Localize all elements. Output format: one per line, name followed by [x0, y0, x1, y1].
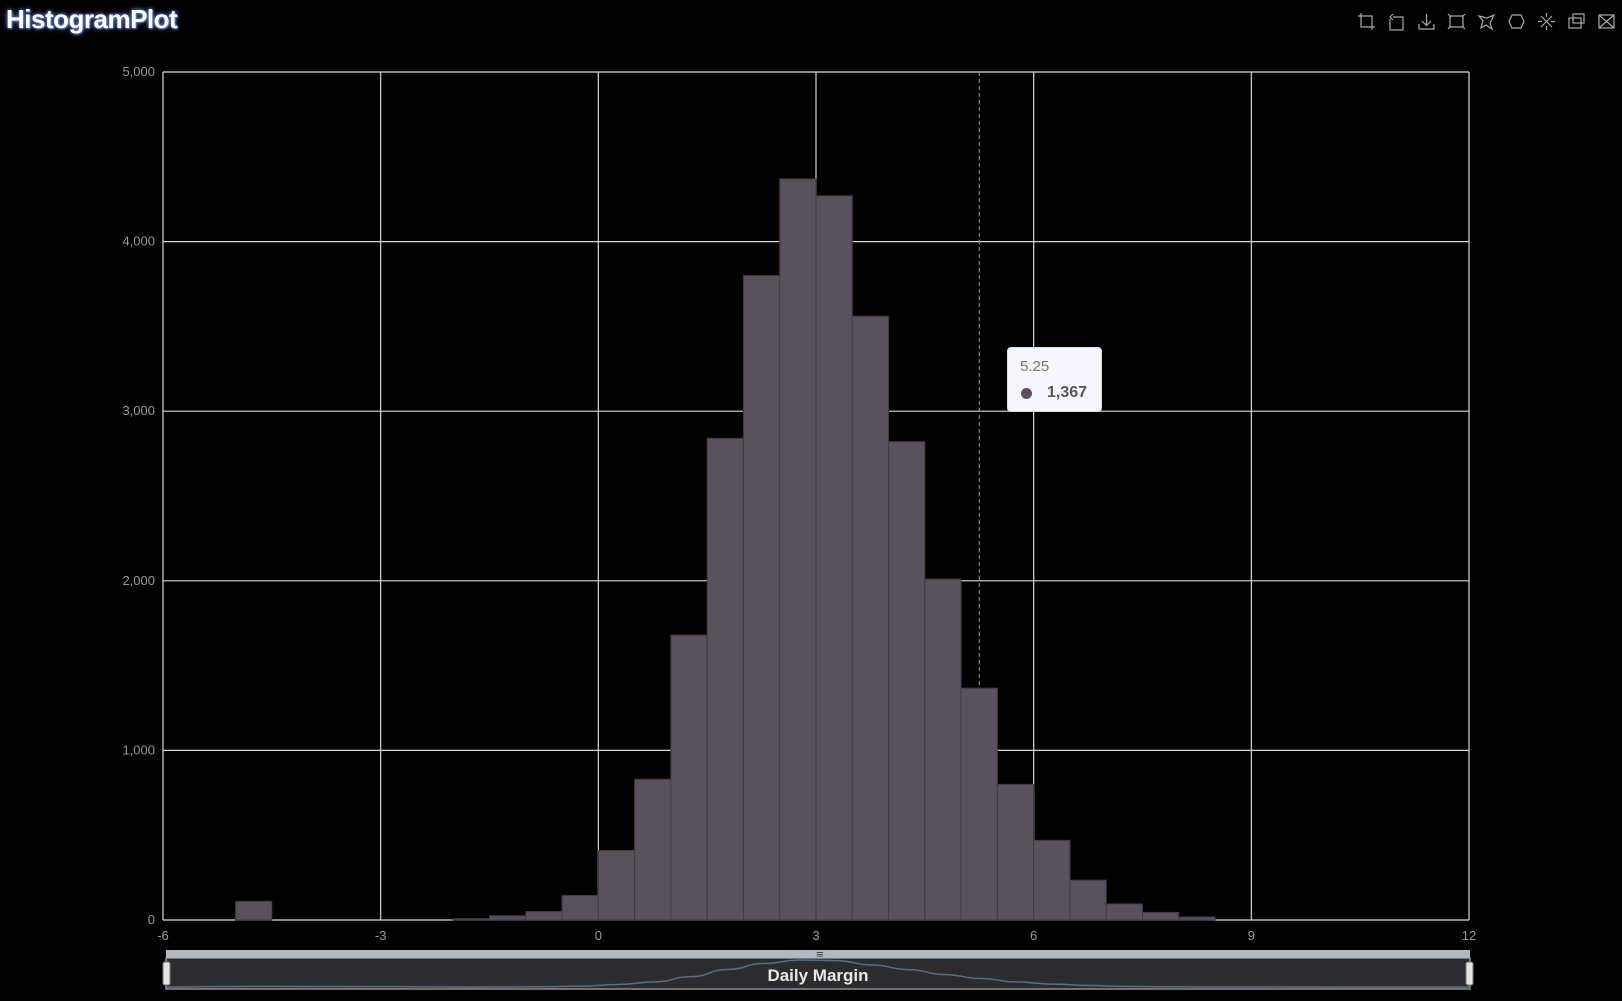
- x-tick-label: 0: [595, 928, 602, 943]
- histogram-bar[interactable]: [888, 441, 926, 921]
- x-axis-ticks: -6 -3 0 3 6 9 12: [157, 928, 1476, 943]
- zoom-back-icon[interactable]: [1387, 12, 1406, 31]
- polygon-select-icon[interactable]: [1477, 12, 1496, 31]
- y-axis-ticks: 0 1,000 2,000 3,000 4,000 5,000: [122, 64, 155, 927]
- histogram-bar[interactable]: [634, 778, 672, 921]
- keep-select-icon[interactable]: [1537, 12, 1556, 31]
- histogram-bar[interactable]: [561, 894, 599, 921]
- rect-select-icon[interactable]: [1447, 12, 1466, 31]
- histogram-bar[interactable]: [1142, 911, 1180, 921]
- histogram-bar[interactable]: [235, 900, 273, 921]
- y-tick-label: 0: [148, 912, 155, 927]
- histogram-bar[interactable]: [742, 275, 781, 921]
- x-tick-label: -6: [157, 928, 169, 943]
- y-tick-label: 4,000: [122, 234, 155, 249]
- histogram-bar[interactable]: [489, 915, 527, 921]
- x-tick-label: 6: [1030, 928, 1037, 943]
- y-tick-label: 1,000: [122, 742, 155, 757]
- histogram-bar[interactable]: [706, 437, 744, 921]
- datazoom-right-handle[interactable]: [1465, 961, 1474, 986]
- datazoom-label: Daily Margin: [767, 966, 868, 985]
- histogram-bar[interactable]: [1178, 916, 1216, 921]
- histogram-bar[interactable]: [960, 687, 998, 921]
- histogram-bar[interactable]: [452, 918, 491, 921]
- datazoom-track[interactable]: [165, 957, 1471, 990]
- x-tick-label: 3: [812, 928, 819, 943]
- histogram-bar[interactable]: [779, 178, 817, 921]
- histogram-bar[interactable]: [924, 578, 962, 921]
- y-tick-label: 2,000: [122, 573, 155, 588]
- tooltip: 5.25 1,367: [1007, 347, 1102, 412]
- datazoom-slider[interactable]: ≡ Daily Margin: [162, 950, 1474, 990]
- x-tick-label: 9: [1248, 928, 1255, 943]
- save-image-icon[interactable]: [1417, 12, 1436, 31]
- x-tick-label: 12: [1462, 928, 1476, 943]
- histogram-bar[interactable]: [815, 195, 853, 921]
- series-marker-icon: [1021, 388, 1032, 399]
- chart-title: HistogramPlot: [6, 4, 178, 34]
- datazoom-left-handle[interactable]: [162, 961, 171, 986]
- x-tick-label: -3: [375, 928, 387, 943]
- histogram-bar[interactable]: [670, 634, 708, 921]
- line-select-icon[interactable]: [1507, 12, 1526, 31]
- histogram-bar[interactable]: [525, 911, 563, 921]
- datazoom-move-handle-icon[interactable]: ≡: [816, 950, 824, 961]
- toolbox: [1357, 12, 1616, 31]
- histogram-bar[interactable]: [1105, 903, 1143, 921]
- y-tick-label: 5,000: [122, 64, 155, 79]
- clear-select-icon[interactable]: [1567, 12, 1586, 31]
- histogram-bar[interactable]: [996, 783, 1035, 921]
- histogram-bar[interactable]: [1033, 839, 1071, 921]
- tooltip-x-value: 5.25: [1020, 358, 1050, 375]
- y-tick-label: 3,000: [122, 403, 155, 418]
- histogram-bar[interactable]: [597, 849, 636, 921]
- tooltip-count-value: 1,367: [1047, 384, 1088, 401]
- histogram-bars: [235, 178, 1216, 921]
- restore-icon[interactable]: [1597, 12, 1616, 31]
- histogram-bar[interactable]: [1069, 879, 1107, 921]
- zoom-icon[interactable]: [1357, 12, 1376, 31]
- datazoom-move-bar[interactable]: [166, 950, 1470, 958]
- histogram-bar[interactable]: [851, 315, 890, 921]
- datazoom-data-shadow: [165, 959, 1471, 988]
